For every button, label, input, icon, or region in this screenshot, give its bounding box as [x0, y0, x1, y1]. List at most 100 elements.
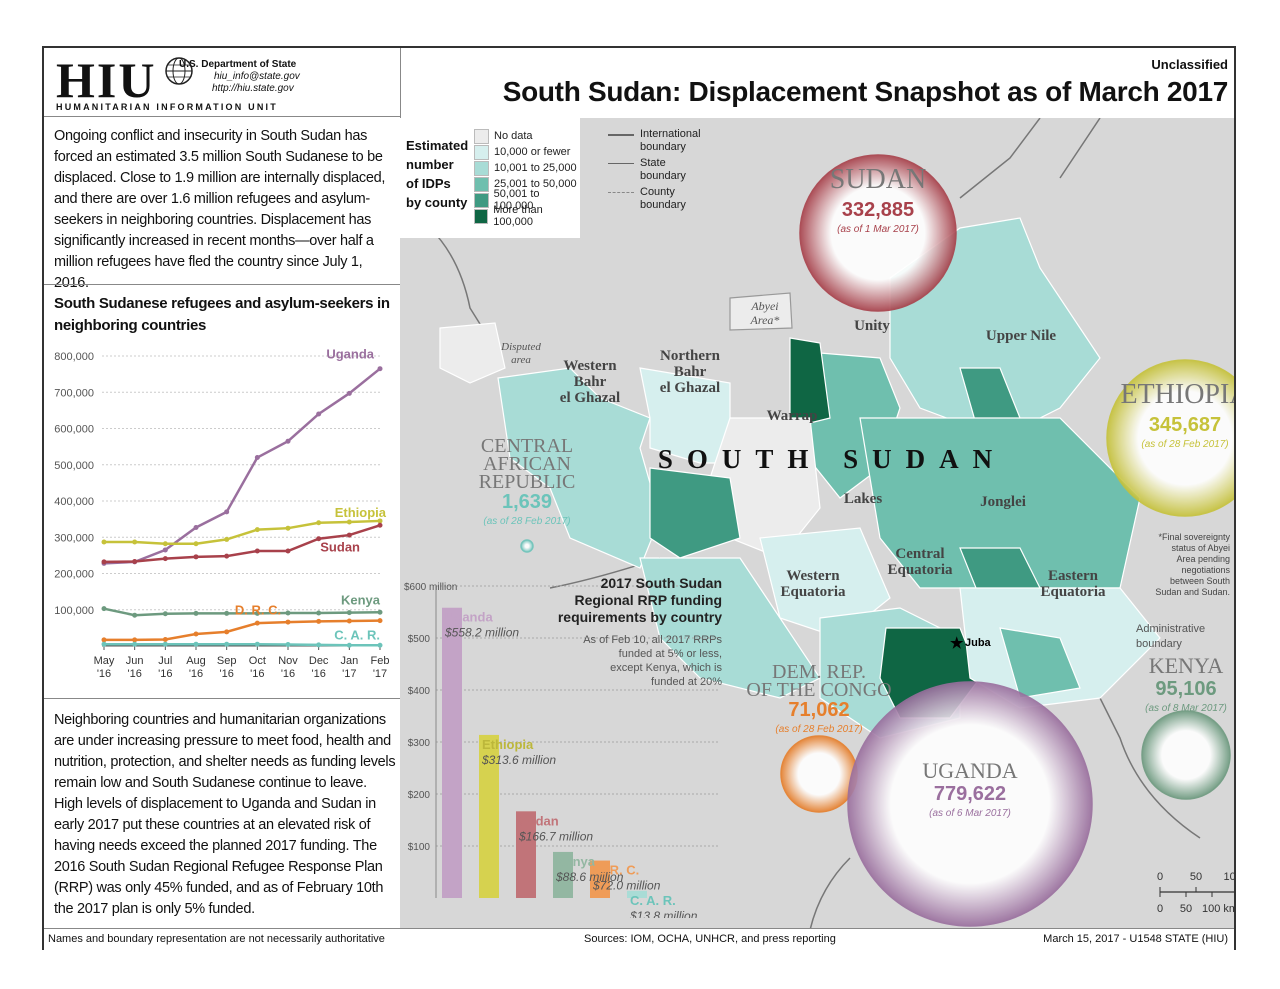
refugee-count: 1,639	[502, 491, 552, 513]
legend-title-line: Estimated	[406, 138, 469, 153]
contact-email[interactable]: hiu_info@state.gov	[214, 71, 300, 82]
website-link[interactable]: http://hiu.state.gov	[212, 83, 294, 94]
x-tick-label: Nov	[278, 655, 298, 667]
y-tick-label: 600,000	[54, 424, 94, 436]
data-point-d-r-c	[101, 637, 107, 643]
data-point-ethiopia	[316, 520, 322, 526]
refugee-count: 71,062	[788, 699, 849, 721]
series-line-c-a-r	[104, 642, 380, 647]
data-point-ethiopia	[285, 525, 291, 531]
data-point-d-r-c	[254, 620, 260, 626]
state-western-equatoria[interactable]	[639, 557, 821, 699]
department-name: U.S. Department of State	[179, 59, 297, 70]
map-legend: Estimated number of IDPs by county No data 1…	[400, 118, 580, 238]
series-label-uganda: Uganda	[326, 347, 374, 362]
y-tick-label: $200	[408, 790, 431, 801]
x-tick-label: '17	[373, 668, 387, 680]
country-name: UGANDA	[922, 758, 1017, 783]
y-tick-label: 800,000	[54, 351, 94, 363]
count-date: (as of 6 Mar 2017)	[929, 808, 1011, 819]
x-tick-label: '16	[281, 668, 295, 680]
y-tick-label: 100,000	[54, 605, 94, 617]
bar-category-label: Ethiopia	[482, 737, 534, 752]
y-tick-label: 200,000	[54, 569, 94, 581]
refugee-circle-sudan	[799, 154, 957, 312]
legend-line-item: State boundary	[608, 157, 701, 183]
outro-text: Neighboring countries and humanitarian o…	[54, 712, 396, 917]
admin-boundary-label: boundary	[1136, 638, 1182, 650]
legend-title-line: number	[406, 157, 454, 172]
refugee-count: 779,622	[934, 783, 1006, 805]
data-point-uganda	[346, 390, 352, 396]
country-name: DEM. REP.	[772, 661, 866, 683]
bar-uganda	[442, 607, 462, 898]
data-point-sudan	[101, 559, 107, 565]
data-point-kenya	[224, 610, 230, 616]
state-label: el Ghazal	[660, 380, 720, 396]
x-tick-label: '16	[189, 668, 203, 680]
legend-class-label: 10,001 to 25,000	[494, 162, 577, 174]
series-label-ethiopia: Ethiopia	[335, 505, 387, 520]
bar-chart-title: requirements by country	[558, 609, 722, 625]
scale-label-mi: 0	[1157, 871, 1163, 883]
data-point-uganda	[285, 438, 291, 444]
data-point-ethiopia	[346, 519, 352, 525]
data-point-d-r-c	[316, 618, 322, 624]
state-label: Upper Nile	[986, 328, 1056, 344]
abyei-area	[729, 292, 793, 331]
data-point-d-r-c	[132, 637, 138, 643]
country-label: SOUTH SUDAN	[658, 444, 1006, 474]
data-point-c-a-r	[316, 642, 322, 648]
x-tick-label: '16	[127, 668, 141, 680]
county-eastern-equatoria-a[interactable]	[999, 627, 1081, 699]
data-point-uganda	[162, 547, 168, 553]
data-point-kenya	[193, 610, 199, 616]
y-tick-label: 400,000	[54, 496, 94, 508]
data-point-uganda	[193, 524, 199, 530]
count-date: (as of 28 Feb 2017)	[483, 516, 570, 527]
bar-value-label: $88.6 million	[555, 870, 624, 884]
legend-swatch	[474, 176, 489, 192]
legend-class: No data	[474, 128, 580, 144]
scale-label-mi: 50	[1190, 871, 1202, 883]
legend-line-label: International boundary	[640, 128, 701, 153]
capital-label: Juba	[965, 637, 992, 649]
state-label: Equatoria	[887, 562, 953, 578]
y-tick-label: $100	[408, 842, 431, 853]
state-label: Equatoria	[780, 584, 846, 600]
refugee-count: 332,885	[842, 199, 914, 221]
footer-date: March 15, 2017 - U1548 STATE (HIU)	[1043, 933, 1228, 945]
classification-label: Unclassified	[1151, 57, 1228, 72]
admin-boundary-label: Administrative	[1136, 623, 1205, 635]
count-date: (as of 1 Mar 2017)	[837, 224, 919, 235]
legend-class: 10,001 to 25,000	[474, 160, 580, 176]
footer-sources: Sources: IOM, OCHA, UNHCR, and press rep…	[584, 933, 836, 945]
bar-value-label: $13.8 million	[629, 909, 698, 918]
legend-swatch	[474, 128, 489, 144]
county-high-idp-unity[interactable]	[789, 337, 831, 429]
legend-swatch	[474, 192, 489, 208]
state-northern-bahr-el-ghazal[interactable]	[639, 367, 731, 464]
series-label-d-r-c: D. R. C.	[235, 603, 281, 618]
county-tonj[interactable]	[649, 467, 741, 559]
y-tick-label: 700,000	[54, 387, 94, 399]
series-line-kenya	[103, 607, 381, 617]
bar-value-label: $72.0 million	[592, 879, 661, 893]
right-panel: Unclassified South Sudan: Displacement S…	[400, 48, 1234, 948]
refugee-circle-ethiopia	[1106, 359, 1234, 517]
bar-chart-note: except Kenya, which is	[610, 662, 722, 674]
legend-line-swatch	[608, 192, 634, 193]
bar-sudan	[516, 811, 536, 898]
footer: Names and boundary representation are no…	[44, 928, 1234, 951]
data-point-c-a-r	[224, 641, 230, 647]
legend-class: 10,000 or fewer	[474, 144, 580, 160]
series-label-c-a-r: C. A. R.	[334, 627, 380, 642]
x-tick-label: Jul	[158, 655, 172, 667]
data-point-sudan	[224, 553, 230, 559]
bar-chart-title: Regional RRP funding	[574, 592, 722, 608]
legend-swatch	[474, 144, 489, 160]
data-point-d-r-c	[224, 629, 230, 635]
data-point-ethiopia	[254, 527, 260, 533]
state-label: el Ghazal	[560, 390, 620, 406]
series-label-sudan: Sudan	[320, 539, 360, 554]
